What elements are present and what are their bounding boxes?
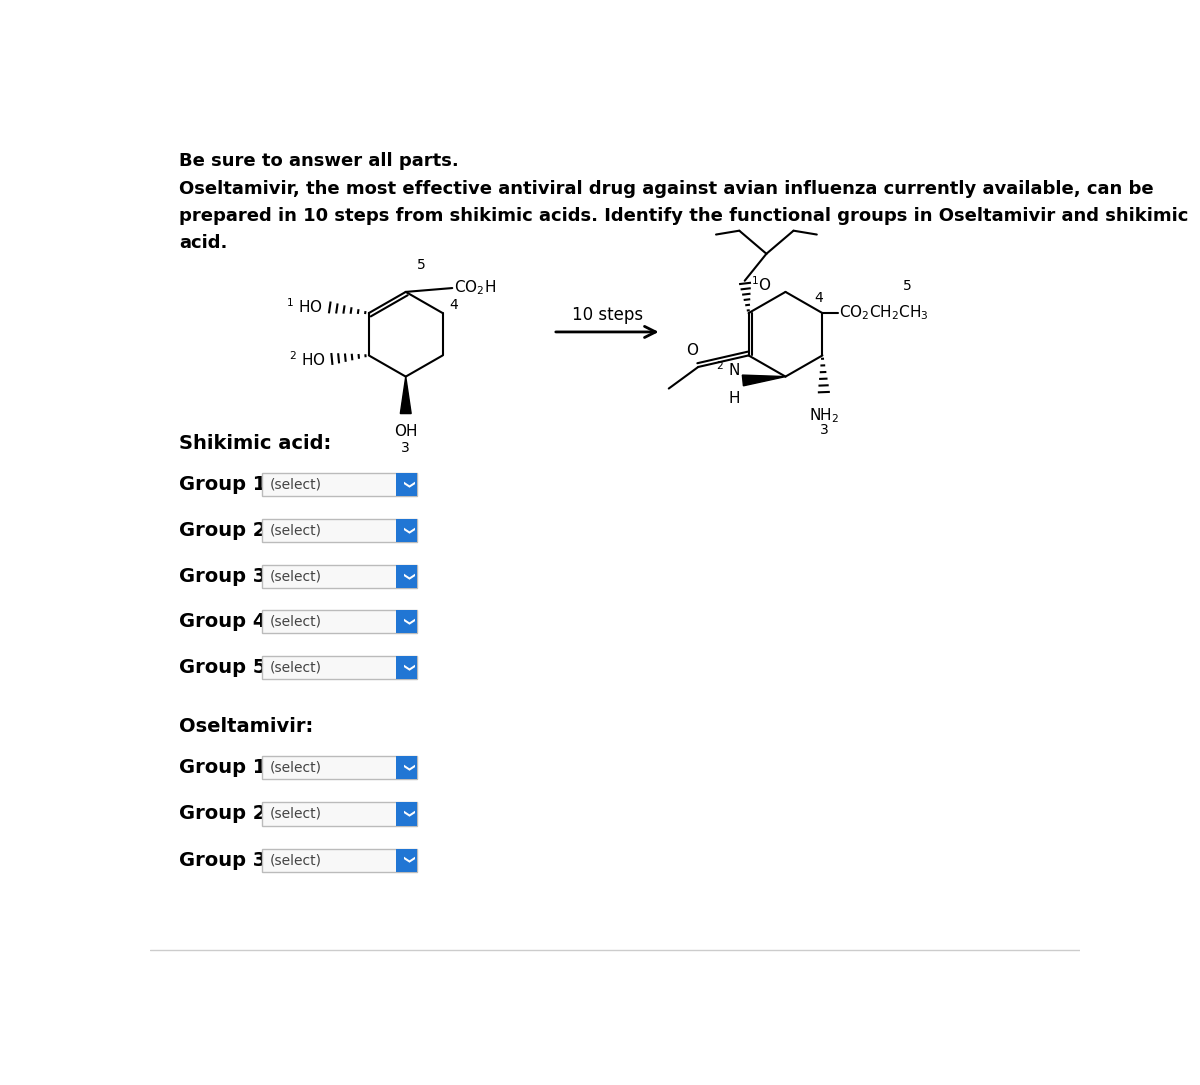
Text: OH: OH <box>394 424 418 439</box>
Text: CO$_2$CH$_2$CH$_3$: CO$_2$CH$_2$CH$_3$ <box>840 304 929 322</box>
FancyBboxPatch shape <box>396 473 418 496</box>
Text: $^1$ HO: $^1$ HO <box>287 297 323 316</box>
Polygon shape <box>743 375 786 386</box>
FancyBboxPatch shape <box>263 473 418 496</box>
Text: Be sure to answer all parts.: Be sure to answer all parts. <box>180 152 460 169</box>
Text: ❯: ❯ <box>401 763 412 773</box>
FancyBboxPatch shape <box>263 803 418 826</box>
FancyBboxPatch shape <box>263 610 418 633</box>
FancyBboxPatch shape <box>263 656 418 679</box>
Text: ❯: ❯ <box>401 480 412 489</box>
Text: prepared in 10 steps from shikimic acids. Identify the functional groups in Osel: prepared in 10 steps from shikimic acids… <box>180 207 1189 226</box>
Text: ❯: ❯ <box>401 663 412 673</box>
FancyBboxPatch shape <box>263 848 418 871</box>
FancyBboxPatch shape <box>396 803 418 826</box>
Text: ❯: ❯ <box>401 855 412 865</box>
Text: ❯: ❯ <box>401 809 412 819</box>
FancyBboxPatch shape <box>396 656 418 679</box>
Text: (select): (select) <box>270 570 322 584</box>
Text: Group 2:: Group 2: <box>180 521 275 540</box>
Text: CO$_2$H: CO$_2$H <box>454 279 496 297</box>
FancyBboxPatch shape <box>396 610 418 633</box>
Text: Group 2:: Group 2: <box>180 804 275 824</box>
FancyBboxPatch shape <box>396 565 418 588</box>
Text: Group 1:: Group 1: <box>180 475 275 494</box>
Text: Oseltamivir, the most effective antiviral drug against avian influenza currently: Oseltamivir, the most effective antivira… <box>180 180 1154 199</box>
Text: (select): (select) <box>270 853 322 867</box>
FancyBboxPatch shape <box>263 756 418 779</box>
Text: Shikimic acid:: Shikimic acid: <box>180 434 331 454</box>
Text: O: O <box>686 343 698 358</box>
Text: 4: 4 <box>449 298 457 312</box>
FancyBboxPatch shape <box>396 848 418 871</box>
Text: ❯: ❯ <box>401 616 412 626</box>
Text: $^2$ HO: $^2$ HO <box>288 350 325 369</box>
Text: Group 3:: Group 3: <box>180 851 275 870</box>
Text: 4: 4 <box>814 291 823 305</box>
Text: Group 3:: Group 3: <box>180 567 275 586</box>
Text: (select): (select) <box>270 477 322 492</box>
Text: Group 5:: Group 5: <box>180 659 275 677</box>
Text: 10 steps: 10 steps <box>571 306 643 324</box>
Text: (select): (select) <box>270 524 322 537</box>
FancyBboxPatch shape <box>263 565 418 588</box>
Text: 5: 5 <box>416 258 426 272</box>
Text: 3: 3 <box>820 423 828 437</box>
Text: H: H <box>728 392 739 406</box>
Text: 5: 5 <box>904 279 912 293</box>
Text: $^2$ N: $^2$ N <box>715 360 739 379</box>
Text: NH$_2$: NH$_2$ <box>809 406 839 425</box>
Text: (select): (select) <box>270 614 322 628</box>
FancyBboxPatch shape <box>263 519 418 542</box>
Text: (select): (select) <box>270 661 322 675</box>
Text: $^1$O: $^1$O <box>751 276 772 294</box>
Text: ❯: ❯ <box>401 572 412 582</box>
Text: Group 4:: Group 4: <box>180 612 275 631</box>
FancyBboxPatch shape <box>396 519 418 542</box>
Text: 3: 3 <box>401 441 410 455</box>
FancyBboxPatch shape <box>396 756 418 779</box>
Text: (select): (select) <box>270 761 322 775</box>
Text: Oseltamivir:: Oseltamivir: <box>180 717 313 736</box>
Text: Group 1:: Group 1: <box>180 758 275 777</box>
Text: (select): (select) <box>270 807 322 821</box>
Text: ❯: ❯ <box>401 526 412 535</box>
Text: acid.: acid. <box>180 234 228 252</box>
Polygon shape <box>401 376 412 413</box>
